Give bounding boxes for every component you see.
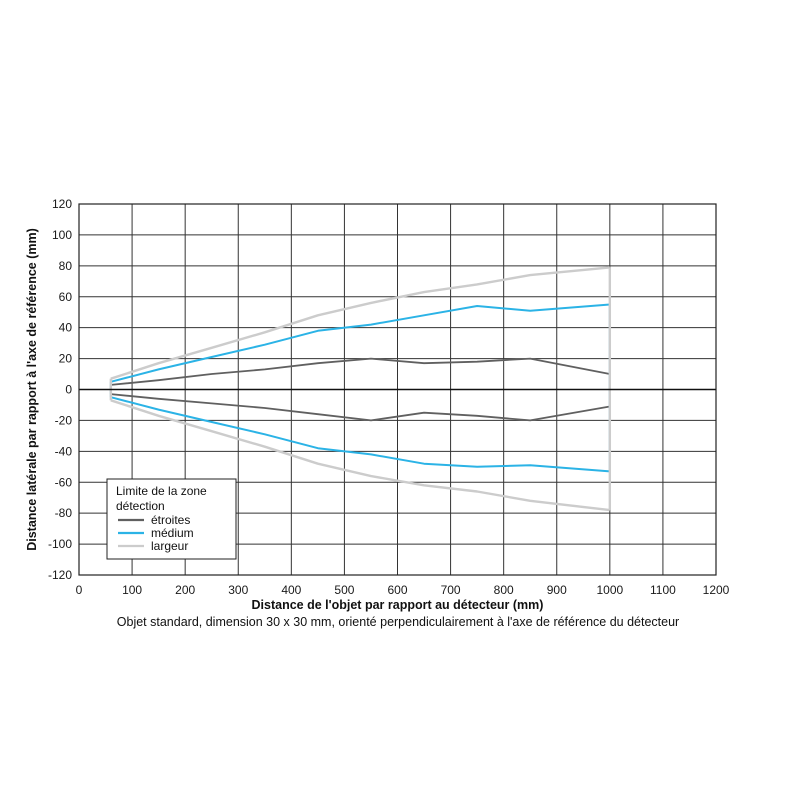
y-tick-labels: 120 100 80 60 40 20 0 -20 -40 -60 -80 -100 -120: [48, 197, 72, 582]
series-largeur-upper: [110, 266, 610, 380]
y-tick-label-0: 120: [52, 197, 72, 211]
y-tick-label-10: -80: [55, 506, 73, 520]
legend-title-line-1: Limite de la zone: [116, 484, 207, 498]
x-tick-label-3: 300: [228, 583, 248, 597]
y-tick-label-12: -120: [48, 568, 72, 582]
legend: Limite de la zone détection étroitesmédi…: [106, 478, 237, 560]
legend-label-largeur: largeur: [151, 539, 188, 553]
y-tick-label-2: 80: [59, 259, 73, 273]
y-axis-title: Distance latérale par rapport à l'axe de…: [25, 228, 39, 551]
x-tick-label-6: 600: [387, 583, 407, 597]
x-tick-label-11: 1100: [650, 583, 676, 597]
x-tick-label-2: 200: [175, 583, 195, 597]
y-tick-label-5: 20: [59, 352, 73, 366]
x-tick-label-1: 100: [122, 583, 142, 597]
y-tick-label-8: -40: [55, 444, 73, 458]
x-tick-label-5: 500: [334, 583, 354, 597]
series-medium-upper: [110, 303, 610, 383]
x-tick-label-8: 800: [494, 583, 514, 597]
y-tick-label-6: 0: [65, 383, 72, 397]
x-tick-labels: 0 100 200 300 400 500 600 700 800 900 1000 1100 1200: [76, 583, 730, 597]
y-tick-label-9: -60: [55, 475, 73, 489]
y-tick-label-11: -100: [48, 537, 72, 551]
legend-label-etroites: étroites: [151, 513, 190, 527]
y-tick-label-1: 100: [52, 228, 72, 242]
y-tick-label-7: -20: [55, 413, 73, 427]
x-axis-title: Distance de l'objet par rapport au détec…: [252, 598, 544, 612]
plot-frame: [78, 203, 717, 576]
series-etroites-lower: [110, 393, 610, 422]
legend-label-medium: médium: [151, 526, 194, 540]
series-largeur-lower: [110, 399, 610, 512]
x-tick-label-7: 700: [441, 583, 461, 597]
legend-title-line-2: détection: [116, 499, 165, 513]
series-medium-lower: [110, 396, 610, 473]
chart-caption: Objet standard, dimension 30 x 30 mm, or…: [117, 615, 679, 629]
y-tick-label-4: 40: [59, 321, 73, 335]
x-tick-label-9: 900: [547, 583, 567, 597]
x-tick-label-0: 0: [76, 583, 83, 597]
series-etroites-upper: [110, 357, 610, 386]
y-tick-label-3: 60: [59, 290, 73, 304]
x-tick-label-10: 1000: [596, 583, 623, 597]
x-tick-label-4: 400: [281, 583, 301, 597]
x-tick-label-12: 1200: [703, 583, 730, 597]
